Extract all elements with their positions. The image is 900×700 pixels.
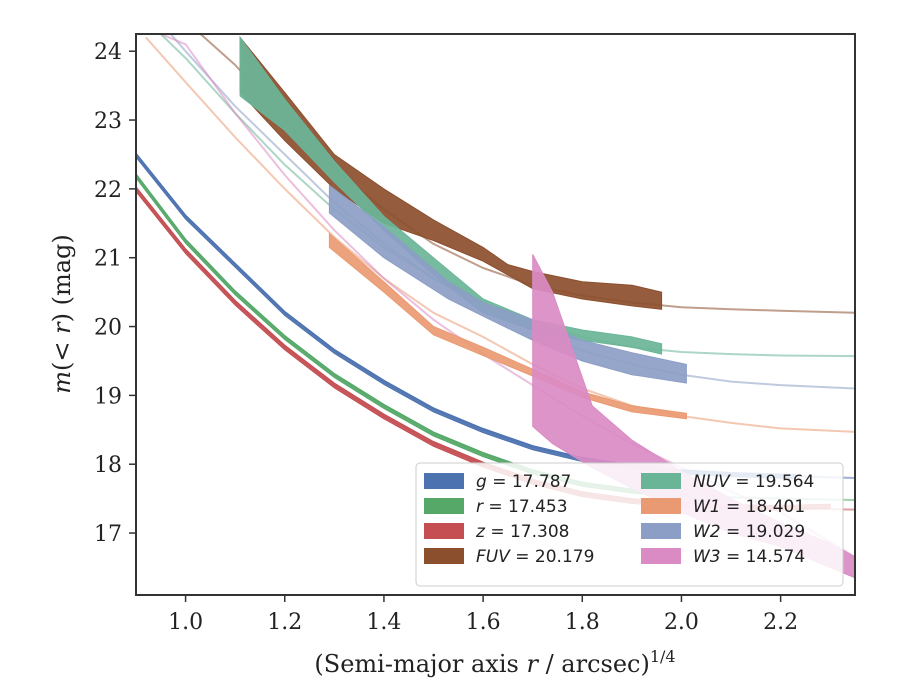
- legend-swatch-W1: [641, 498, 681, 514]
- legend-swatch-r: [424, 498, 464, 514]
- y-tick-label: 17: [94, 522, 122, 547]
- x-tick-label: 1.6: [466, 610, 501, 635]
- legend-swatch-FUV: [424, 548, 464, 564]
- x-axis-label: (Semi-major axis r / arcsec)1/4: [314, 647, 675, 678]
- legend-swatch-NUV: [641, 473, 681, 489]
- legend-box: [415, 462, 844, 587]
- legend-label-g: g = 17.787: [476, 472, 571, 492]
- y-tick-label: 21: [94, 247, 122, 272]
- y-tick-label: 24: [94, 40, 122, 65]
- legend-label-r: r = 17.453: [476, 497, 568, 517]
- x-tick-label: 1.0: [168, 610, 203, 635]
- x-tick-label: 2.2: [763, 610, 798, 635]
- legend: g = 17.787 NUV = 19.564 r = 17.453 W1 = 18.…: [415, 462, 844, 587]
- x-tick-label: 1.2: [267, 610, 302, 635]
- legend-label-W1: W1 = 18.401: [693, 497, 805, 517]
- band-W2: [328, 184, 687, 384]
- model-curve-W1: [145, 36, 855, 433]
- legend-swatch-W2: [641, 523, 681, 539]
- y-tick-label: 19: [94, 384, 122, 409]
- legend-swatch-z: [424, 523, 464, 539]
- legend-label-W3: W3 = 14.574: [693, 547, 805, 567]
- x-tick-label: 2.0: [664, 610, 699, 635]
- band-FUV: [239, 35, 663, 310]
- legend-label-NUV: NUV = 19.564: [693, 472, 814, 492]
- y-tick-label: 22: [94, 178, 122, 203]
- legend-label-W2: W2 = 19.029: [693, 522, 805, 542]
- axes: 1.0 1.2 1.4 1.6 1.8 2.0 2.2 17 18 19 20 21 22 23 24: [94, 40, 798, 635]
- y-axis-label: m(< r) (mag): [48, 234, 76, 394]
- y-tick-label: 18: [94, 453, 122, 478]
- plot-frame: [135, 33, 856, 596]
- legend-label-FUV: FUV = 20.179: [476, 547, 594, 567]
- x-tick-label: 1.8: [565, 610, 600, 635]
- legend-swatch-W3: [641, 548, 681, 564]
- legend-label-z: z = 17.308: [475, 522, 569, 542]
- model-curve-r: [136, 174, 855, 501]
- band-W1: [328, 232, 687, 420]
- band-g: [136, 152, 796, 480]
- y-tick-label: 20: [94, 316, 122, 341]
- y-tick-label: 23: [94, 109, 122, 134]
- x-tick-label: 1.4: [366, 610, 401, 635]
- legend-swatch-g: [424, 473, 464, 489]
- model-curve-z: [136, 188, 855, 511]
